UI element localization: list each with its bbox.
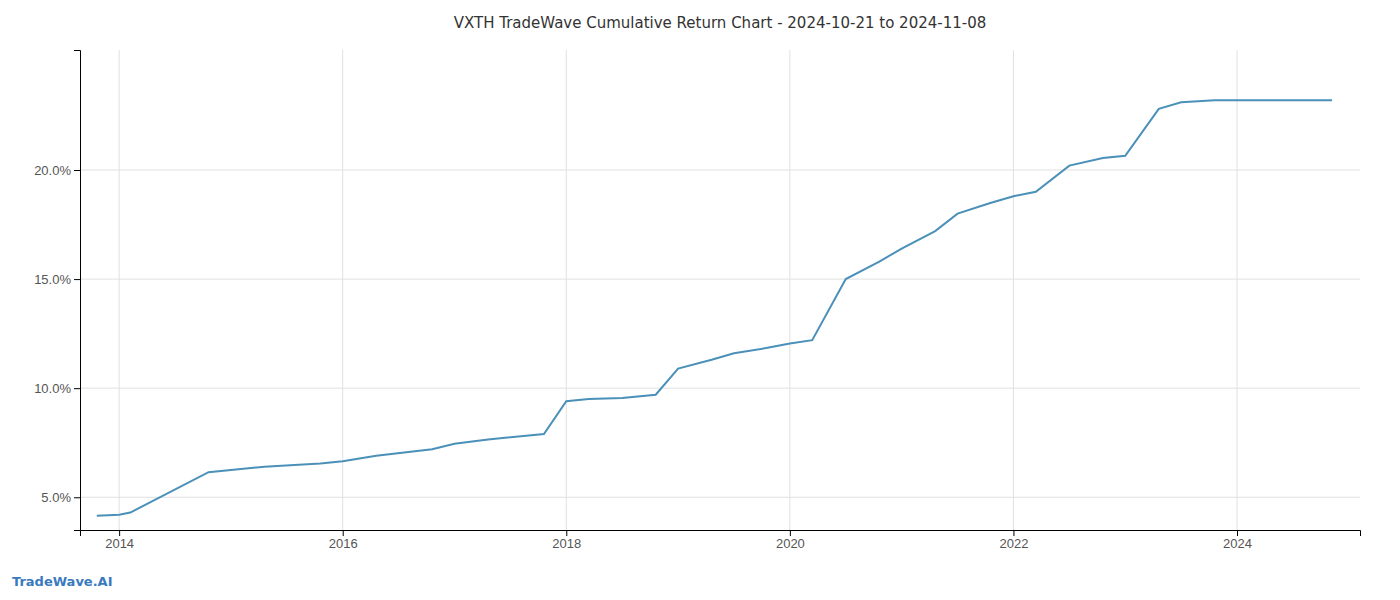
x-axis-line (81, 531, 1361, 537)
y-tick: 20.0% (34, 163, 80, 178)
x-tick: 2022 (999, 530, 1028, 551)
grid-line (80, 497, 1360, 498)
y-tick-label: 10.0% (34, 381, 71, 396)
plot-area: 2014 2016 2018 2020 2022 2024 5.0% 10.0% 15.0% 20… (34, 50, 1360, 551)
y-tick-mark (74, 388, 80, 389)
x-tick-label: 2022 (999, 536, 1028, 551)
y-tick-label: 20.0% (34, 163, 71, 178)
grid-line (1013, 50, 1014, 530)
y-tick: 15.0% (34, 272, 80, 287)
x-tick-label: 2016 (329, 536, 358, 551)
x-tick: 2020 (776, 530, 805, 551)
x-tick: 2016 (329, 530, 358, 551)
y-tick-label: 15.0% (34, 272, 71, 287)
x-tick-mark (119, 530, 120, 536)
x-tick-mark (343, 530, 344, 536)
x-tick-mark (566, 530, 567, 536)
y-tick-mark (74, 279, 80, 280)
grid-line (1237, 50, 1238, 530)
grid-line (80, 279, 1360, 280)
grid-line (119, 50, 120, 530)
x-tick: 2018 (552, 530, 581, 551)
y-tick-label: 5.0% (41, 490, 71, 505)
title: VXTH TradeWave Cumulative Return Chart -… (454, 14, 987, 32)
y-axis-line (74, 51, 81, 531)
y-tick: 10.0% (34, 381, 80, 396)
grid-line (80, 170, 1360, 171)
y-axis: 5.0% 10.0% 15.0% 20.0% (34, 51, 80, 531)
chart: 2014 2016 2018 2020 2022 2024 5.0% 10.0% 15.0% 20… (0, 0, 1400, 600)
x-tick-mark (790, 530, 791, 536)
y-tick: 5.0% (41, 490, 80, 505)
grid-line (342, 50, 343, 530)
x-tick-label: 2014 (105, 536, 134, 551)
x-tick: 2024 (1223, 530, 1252, 551)
x-axis: 2014 2016 2018 2020 2022 2024 (81, 530, 1361, 551)
y-tick-mark (74, 170, 80, 171)
line (97, 100, 1332, 516)
marks (97, 100, 1332, 516)
grid-line (789, 50, 790, 530)
y-tick-mark (74, 497, 80, 498)
x-tick-mark (1237, 530, 1238, 536)
x-tick-label: 2018 (552, 536, 581, 551)
grid-line (80, 388, 1360, 389)
x-tick-label: 2024 (1223, 536, 1252, 551)
watermark: TradeWave.AI (12, 574, 113, 589)
grid-line (566, 50, 567, 530)
x-tick: 2014 (105, 530, 134, 551)
grid (80, 50, 1360, 530)
x-tick-label: 2020 (776, 536, 805, 551)
x-tick-mark (1013, 530, 1014, 536)
